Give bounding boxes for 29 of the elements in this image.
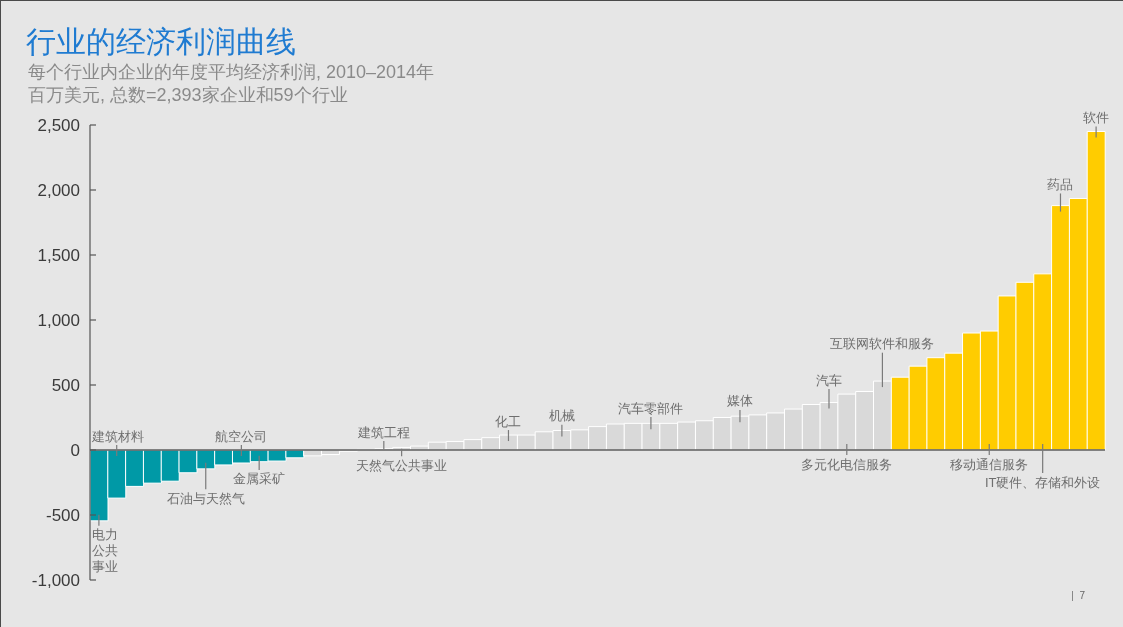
y-tick-label: 0 [70, 441, 80, 461]
x-tick-label: 机械 [548, 408, 575, 424]
x-tick-label: IT硬件、存储和外设 [984, 474, 1101, 490]
y-tick-label: 2,000 [37, 181, 80, 201]
x-tick-label: 药品 [1047, 176, 1074, 192]
x-tick-label: 互联网软件和服务 [830, 336, 935, 352]
y-tick-label: 500 [51, 376, 80, 396]
x-tick-label: 软件 [1083, 110, 1110, 125]
chart-subtitle: 每个行业内企业的年度平均经济利润, 2010–2014年百万美元, 总数=2,393家企业和59个行业 [28, 61, 436, 107]
x-tick-label: 汽车 [815, 372, 842, 388]
x-tick-label: 天然气公共事业 [356, 457, 448, 473]
x-tick-label: 汽车零部件 [618, 400, 684, 416]
x-tick-label: 电力公共事业 [91, 527, 118, 575]
x-tick-label: 石油与天然气 [166, 490, 245, 506]
x-tick-label: 建筑工程 [356, 424, 410, 440]
x-tick-label: 媒体 [726, 393, 753, 409]
y-tick-label: 2,500 [37, 116, 80, 136]
y-tick-label: -500 [45, 506, 80, 526]
y-tick-label: 1,500 [37, 246, 80, 266]
x-tick-label: 多元化电信服务 [801, 456, 893, 472]
x-tick-label: 金属采矿 [233, 471, 286, 487]
chart-title: 行业的经济利润曲线 [26, 24, 296, 60]
text: 7 [1079, 590, 1085, 602]
x-tick-label: 航空公司 [215, 428, 268, 444]
x-tick-label: 化工 [495, 413, 522, 429]
y-tick-label: -1,000 [31, 571, 80, 591]
y-tick-label: 1,000 [37, 311, 80, 331]
x-tick-label: 移动通信服务 [950, 456, 1029, 472]
x-tick-label: 建筑材料 [90, 428, 144, 444]
